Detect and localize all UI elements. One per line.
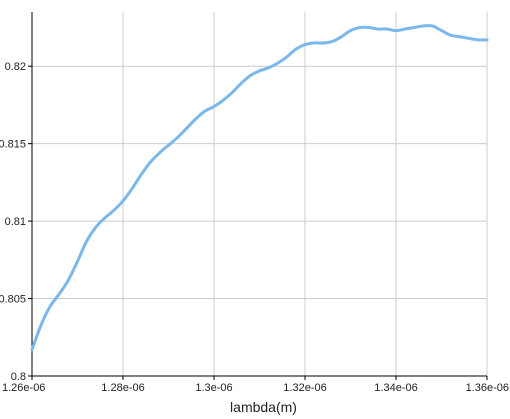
grid-lines xyxy=(32,12,488,376)
x-axis-title: lambda(m) xyxy=(230,399,297,415)
axes xyxy=(31,12,487,377)
x-tick-label: 1.34e-06 xyxy=(374,382,417,394)
series-layer xyxy=(30,24,489,352)
y-tick-label: 0.8 xyxy=(11,371,26,383)
x-tick-label: 1.32e-06 xyxy=(283,382,326,394)
tick-labels: 1.26e-06 1.28e-06 1.3e-06 1.32e-06 1.34e-06 1… xyxy=(0,61,509,394)
x-tick-label: 1.36e-06 xyxy=(466,382,509,394)
y-tick-label: 0.815 xyxy=(0,139,26,151)
series-line xyxy=(30,24,489,352)
y-tick-label: 0.82 xyxy=(5,61,26,73)
x-tick-label: 1.3e-06 xyxy=(195,382,232,394)
x-tick-label: 1.28e-06 xyxy=(101,382,144,394)
x-tick-label: 1.26e-06 xyxy=(2,382,45,394)
y-tick-label: 0.81 xyxy=(5,216,26,228)
y-tick-label: 0.805 xyxy=(0,294,26,306)
